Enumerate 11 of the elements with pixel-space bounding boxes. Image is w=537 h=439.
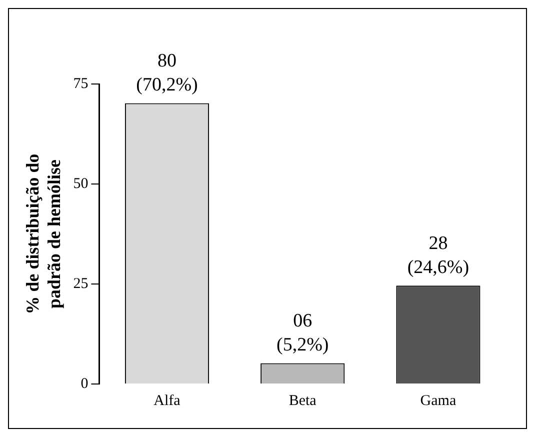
y-tick-label: 75 (73, 76, 88, 92)
data-label: 06 (5,2%) (276, 310, 329, 356)
y-axis-title: % de distribuição do padrão de hemólise (22, 154, 64, 314)
y-tick-label: 0 (80, 376, 88, 392)
x-tick-label: Alfa (154, 392, 181, 409)
x-tick-label: Gama (420, 392, 456, 409)
data-label: 80 (70,2%) (136, 50, 198, 96)
y-tick-label: 50 (73, 176, 88, 192)
x-tick-label: Beta (288, 392, 317, 409)
data-label: 28 (24,6%) (407, 233, 470, 278)
y-tick-label: 25 (73, 276, 88, 292)
